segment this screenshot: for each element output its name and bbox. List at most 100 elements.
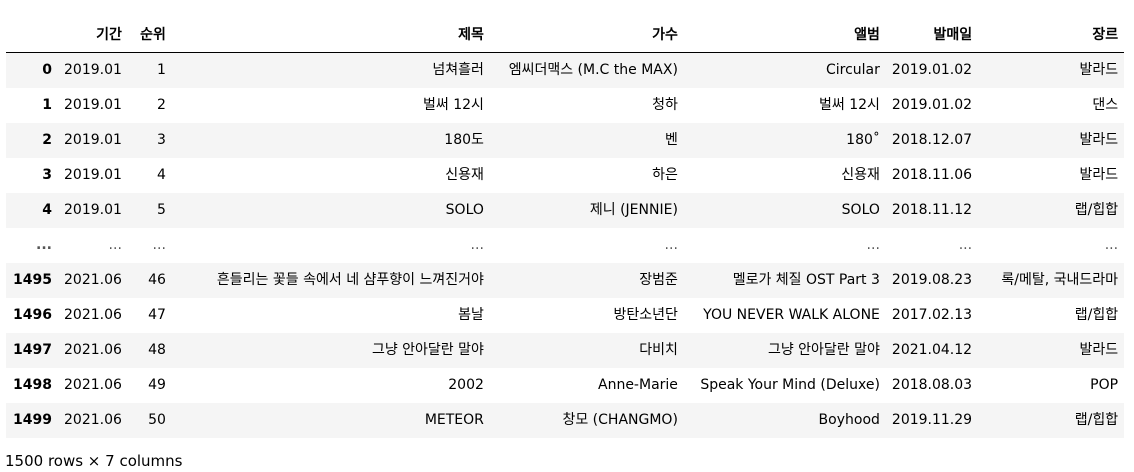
- cell-release-date: 2018.12.07: [891, 132, 973, 148]
- row-index: 1495: [13, 272, 52, 288]
- cell-release-date: 2018.11.12: [891, 202, 973, 218]
- cell-release-date: 2017.02.13: [891, 307, 973, 323]
- cell-period: 2019.01: [64, 62, 122, 78]
- row-index: 3: [42, 167, 52, 183]
- cell-title: METEOR: [424, 412, 484, 428]
- table-body: 0 2019.01 1 넘쳐흘러 엠씨더맥스 (M.C the MAX) Circular…: [6, 52, 1125, 438]
- cell-album: Circular: [825, 62, 880, 78]
- cell-period: 2019.01: [64, 167, 122, 183]
- cell-genre: 댄스: [1092, 97, 1119, 113]
- cell-period: 2019.01: [64, 202, 122, 218]
- header-index: [6, 18, 58, 53]
- table-row: 2 2019.01 3 180도 벤 180˚ 2018.12.07 발라드: [6, 122, 1125, 158]
- row-index: ...: [36, 237, 52, 253]
- cell-rank: 47: [148, 307, 166, 323]
- cell-period: ...: [108, 237, 122, 253]
- cell-title: SOLO: [445, 202, 484, 218]
- cell-album: 180˚: [846, 132, 880, 148]
- cell-rank: 3: [156, 132, 166, 148]
- dataframe-output: 기간 순위 제목 가수 앨범 발매일 장르 0 2019.01 1 넘쳐흘러 엠씨더맥스…: [6, 18, 1125, 438]
- cell-period: 2019.01: [64, 97, 122, 113]
- cell-album: YOU NEVER WALK ALONE: [703, 307, 880, 323]
- row-index: 2: [42, 132, 52, 148]
- cell-release-date: ...: [958, 237, 973, 253]
- header-release-date: 발매일: [885, 18, 979, 53]
- cell-release-date: 2019.08.23: [891, 272, 973, 288]
- cell-artist: 장범준: [639, 272, 678, 288]
- row-count-summary: 1500 rows × 7 columns: [5, 452, 183, 470]
- cell-genre: 발라드: [1079, 132, 1119, 148]
- row-index: 4: [42, 202, 52, 218]
- row-index: 1499: [13, 412, 52, 428]
- cell-album: 멜로가 체질 OST Part 3: [732, 272, 880, 288]
- cell-title: 그냥 안아달란 말야: [371, 342, 484, 358]
- cell-artist: 다비치: [639, 342, 678, 358]
- cell-artist: 청하: [652, 97, 678, 113]
- cell-rank: 48: [148, 342, 166, 358]
- cell-title: 신용재: [445, 167, 484, 183]
- cell-artist: 창모 (CHANGMO): [562, 412, 678, 428]
- header-period: 기간: [58, 18, 128, 53]
- cell-period: 2021.06: [64, 272, 122, 288]
- header-artist: 가수: [489, 18, 684, 53]
- cell-genre: ...: [1104, 237, 1119, 253]
- table-row: 1 2019.01 2 벌써 12시 청하 벌써 12시 2019.01.02 댄스: [6, 87, 1125, 123]
- cell-title: 180도: [444, 132, 484, 148]
- cell-rank: 46: [148, 272, 166, 288]
- cell-title: 넘쳐흘러: [432, 62, 484, 78]
- cell-album: ...: [866, 237, 880, 253]
- table-row: 4 2019.01 5 SOLO 제니 (JENNIE) SOLO 2018.11.12 랩/…: [6, 192, 1125, 228]
- cell-album: Speak Your Mind (Deluxe): [700, 377, 880, 393]
- table-row: 0 2019.01 1 넘쳐흘러 엠씨더맥스 (M.C the MAX) Circular…: [6, 52, 1125, 88]
- row-index: 1: [42, 97, 52, 113]
- cell-genre: 록/메탈, 국내드라마: [1001, 272, 1119, 288]
- header-title: 제목: [171, 18, 490, 53]
- cell-artist: 벤: [665, 132, 678, 148]
- cell-rank: 49: [148, 377, 166, 393]
- table-row: ........................: [6, 227, 1125, 263]
- header-row: 기간 순위 제목 가수 앨범 발매일 장르: [6, 18, 1125, 53]
- cell-artist: ...: [664, 237, 678, 253]
- cell-rank: 50: [148, 412, 166, 428]
- cell-period: 2021.06: [64, 412, 122, 428]
- cell-release-date: 2018.11.06: [891, 167, 973, 183]
- cell-genre: 발라드: [1079, 167, 1119, 183]
- cell-artist: Anne-Marie: [598, 377, 678, 393]
- cell-album: 신용재: [841, 167, 880, 183]
- table-header: 기간 순위 제목 가수 앨범 발매일 장르: [6, 18, 1125, 53]
- cell-artist: 제니 (JENNIE): [589, 202, 678, 218]
- cell-rank: 4: [156, 167, 166, 183]
- cell-genre: 랩/힙합: [1074, 307, 1119, 323]
- table-row: 3 2019.01 4 신용재 하은 신용재 2018.11.06 발라드: [6, 157, 1125, 193]
- cell-release-date: 2021.04.12: [891, 342, 973, 358]
- header-genre: 장르: [978, 18, 1125, 53]
- dataframe-table: 기간 순위 제목 가수 앨범 발매일 장르 0 2019.01 1 넘쳐흘러 엠씨더맥스…: [6, 18, 1125, 438]
- cell-artist: 엠씨더맥스 (M.C the MAX): [508, 62, 678, 78]
- cell-album: Boyhood: [818, 412, 880, 428]
- cell-genre: 랩/힙합: [1074, 202, 1119, 218]
- table-row: 1495 2021.06 46 흔들리는 꽃들 속에서 네 샴푸향이 느껴진거야 장범준…: [6, 262, 1125, 298]
- cell-title: 2002: [448, 377, 484, 393]
- cell-album: 그냥 안아달란 말야: [767, 342, 880, 358]
- cell-title: ...: [470, 237, 484, 253]
- cell-title: 흔들리는 꽃들 속에서 네 샴푸향이 느껴진거야: [216, 272, 484, 288]
- cell-album: 벌써 12시: [819, 97, 880, 113]
- cell-genre: 발라드: [1079, 342, 1119, 358]
- header-rank: 순위: [127, 18, 172, 53]
- row-index: 1496: [13, 307, 52, 323]
- cell-title: 봄날: [458, 307, 484, 323]
- table-row: 1498 2021.06 49 2002 Anne-Marie Speak Your Mi…: [6, 367, 1125, 403]
- cell-genre: POP: [1090, 377, 1119, 393]
- cell-genre: 랩/힙합: [1074, 412, 1119, 428]
- cell-artist: 하은: [652, 167, 678, 183]
- row-index: 1497: [13, 342, 52, 358]
- cell-rank: ...: [152, 237, 166, 253]
- cell-title: 벌써 12시: [423, 97, 484, 113]
- cell-release-date: 2019.01.02: [891, 62, 973, 78]
- cell-genre: 발라드: [1079, 62, 1119, 78]
- cell-rank: 2: [156, 97, 166, 113]
- cell-artist: 방탄소년단: [613, 307, 678, 323]
- cell-album: SOLO: [841, 202, 880, 218]
- cell-rank: 5: [156, 202, 166, 218]
- header-album: 앨범: [683, 18, 886, 53]
